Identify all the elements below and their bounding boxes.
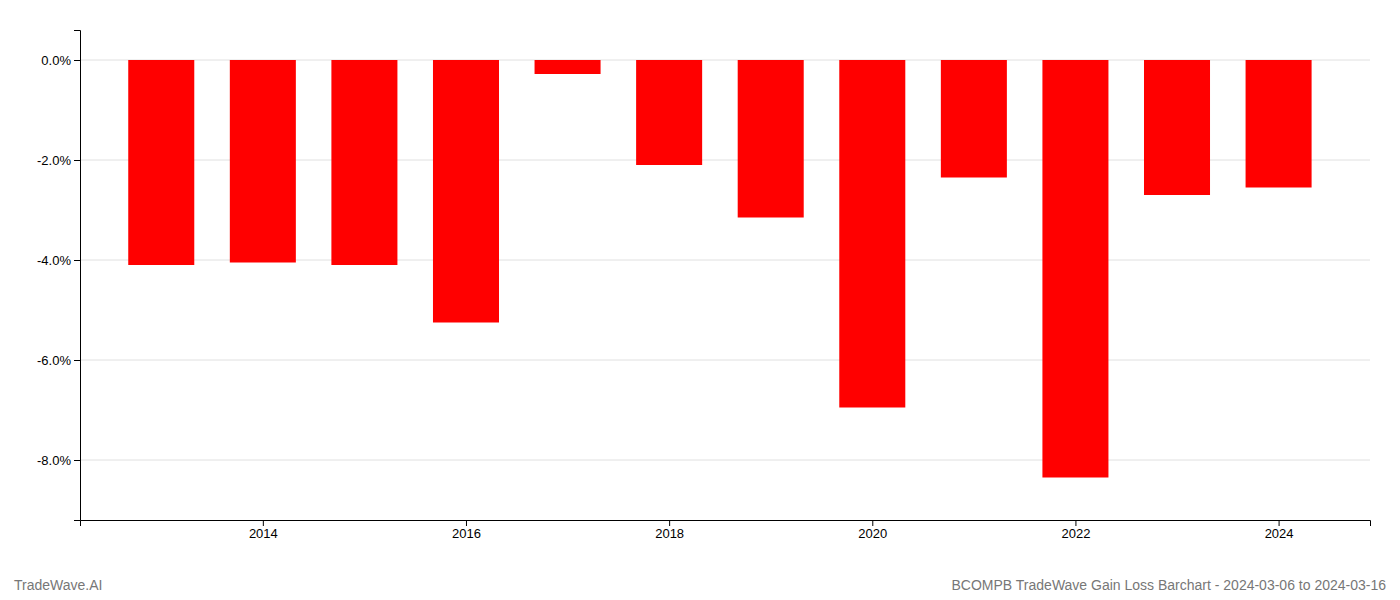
- bar: [636, 60, 702, 165]
- y-tick-label: -4.0%: [37, 253, 71, 268]
- y-tick-label: 0.0%: [41, 53, 71, 68]
- grid: [80, 60, 1370, 460]
- chart-svg: 2014 2016 2018 2020 2022 2024 0.0% -2.0% -4.0% -6…: [0, 0, 1400, 600]
- y-tick: -6.0%: [37, 353, 80, 368]
- x-tick-mark: [1279, 520, 1280, 526]
- y-tick-mark: [74, 260, 80, 261]
- x-tick-label: 2014: [249, 526, 278, 541]
- y-tick: 0.0%: [41, 53, 80, 68]
- grid-line: [80, 360, 1370, 361]
- y-tick: -2.0%: [37, 153, 80, 168]
- y-tick-label: -8.0%: [37, 453, 71, 468]
- x-tick-mark: [669, 520, 670, 526]
- plot-area: [128, 60, 1311, 478]
- y-tick-mark: [74, 460, 80, 461]
- y-tick-mark: [74, 360, 80, 361]
- x-tick-mark: [466, 520, 467, 526]
- annotations: TradeWave.AI BCOMPB TradeWave Gain Loss B…: [14, 577, 1386, 593]
- x-tick-mark: [263, 520, 264, 526]
- bar: [535, 60, 601, 74]
- y-tick-label: -2.0%: [37, 153, 71, 168]
- bar: [1144, 60, 1210, 195]
- x-tick-label: 2018: [655, 526, 684, 541]
- bar: [230, 60, 296, 263]
- footer-text: TradeWave.AI: [14, 577, 102, 593]
- x-tick-label: 2024: [1265, 526, 1294, 541]
- bar: [433, 60, 499, 323]
- bar: [1246, 60, 1312, 188]
- y-tick: -8.0%: [37, 453, 80, 468]
- y-axis-line: [74, 31, 81, 521]
- x-tick: 2020: [858, 520, 887, 541]
- bar: [738, 60, 804, 218]
- x-tick: 2024: [1265, 520, 1294, 541]
- bar: [1042, 60, 1108, 478]
- bar: [941, 60, 1007, 178]
- x-tick: 2018: [655, 520, 684, 541]
- bar: [128, 60, 194, 265]
- y-axis: 0.0% -2.0% -4.0% -6.0% -8.0%: [37, 31, 80, 521]
- chart-container: 2014 2016 2018 2020 2022 2024 0.0% -2.0% -4.0% -6…: [0, 0, 1400, 600]
- x-tick: 2016: [452, 520, 481, 541]
- x-tick-mark: [1075, 520, 1076, 526]
- x-axis-line: [81, 521, 1371, 527]
- y-tick-mark: [74, 160, 80, 161]
- x-tick: 2022: [1061, 520, 1090, 541]
- y-tick-mark: [74, 60, 80, 61]
- y-tick: -4.0%: [37, 253, 80, 268]
- x-tick-label: 2020: [858, 526, 887, 541]
- x-tick: 2014: [249, 520, 278, 541]
- x-tick-label: 2016: [452, 526, 481, 541]
- x-tick-mark: [872, 520, 873, 526]
- bar: [839, 60, 905, 408]
- x-axis: 2014 2016 2018 2020 2022 2024: [81, 520, 1371, 541]
- footer-text: BCOMPB TradeWave Gain Loss Barchart - 20…: [952, 577, 1387, 593]
- grid-line: [80, 460, 1370, 461]
- bar: [331, 60, 397, 265]
- x-tick-label: 2022: [1061, 526, 1090, 541]
- y-tick-label: -6.0%: [37, 353, 71, 368]
